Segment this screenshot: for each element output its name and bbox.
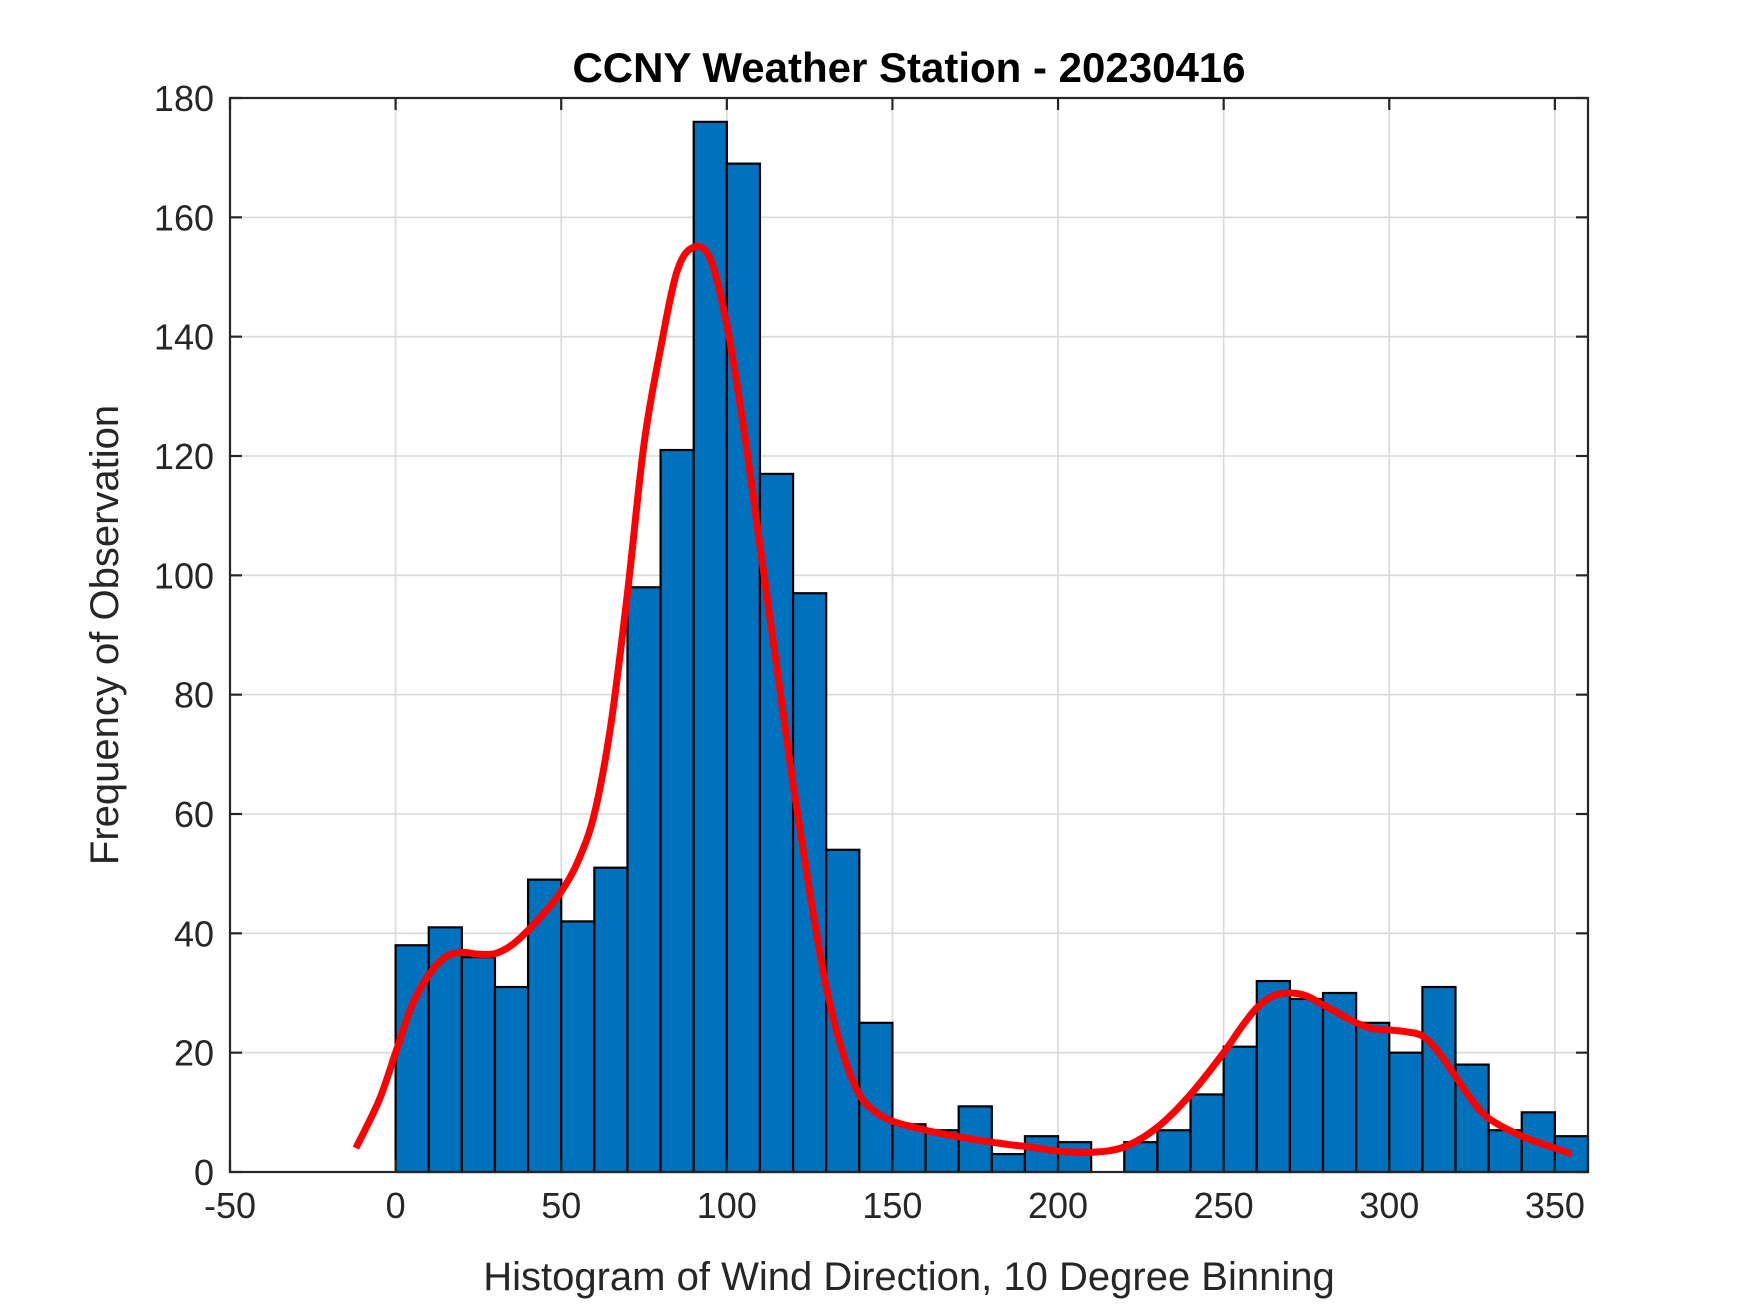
x-axis-label: Histogram of Wind Direction, 10 Degree B… (483, 1255, 1335, 1299)
histogram-bar (1156, 1129, 1192, 1174)
x-tick-label: 250 (1194, 1185, 1254, 1226)
y-tick-label: 60 (174, 794, 214, 835)
x-tick-label: 100 (697, 1185, 757, 1226)
histogram-bar (493, 985, 530, 1174)
histogram-bar (560, 920, 596, 1174)
axes: -50 0 50 100 150 200 250 300 3500204060801001201… (154, 78, 1590, 1226)
y-tick-label: 120 (154, 436, 214, 477)
histogram-bar (692, 120, 728, 1174)
histogram-bar (593, 866, 629, 1174)
y-tick-label: 0 (194, 1152, 214, 1193)
y-tick-label: 100 (154, 555, 214, 596)
density-curve-layer (352, 242, 1573, 1158)
x-tick-label: 50 (541, 1185, 581, 1226)
y-tick-label: 20 (174, 1033, 214, 1074)
histogram-bar (460, 956, 497, 1174)
histogram-bar (1288, 997, 1325, 1174)
histogram-bar (626, 586, 662, 1174)
y-axis-label: Frequency of Observation (83, 405, 127, 865)
x-tick-label: 300 (1359, 1185, 1419, 1226)
x-tick-label: 150 (862, 1185, 922, 1226)
x-tick-label: 350 (1525, 1185, 1585, 1226)
y-tick-label: 140 (154, 317, 214, 358)
chart-text: CCNY Weather Station - 20230416 Histogra… (83, 44, 1335, 1299)
plot-frame (228, 96, 1590, 1174)
histogram-bar (1056, 1141, 1093, 1174)
histogram-bar (1255, 979, 1292, 1174)
histogram-bar (1222, 1045, 1258, 1174)
histogram-bar (990, 1152, 1027, 1174)
x-tick-label: -50 (204, 1185, 256, 1226)
y-tick-label: 180 (154, 78, 214, 119)
y-tick-label: 80 (174, 675, 214, 716)
histogram-bar (659, 448, 695, 1174)
x-tick-label: 200 (1028, 1185, 1088, 1226)
histogram-bar (1355, 1021, 1391, 1174)
histogram-bar (1189, 1093, 1225, 1174)
histogram-bars (394, 120, 1590, 1174)
density-curve (352, 242, 1573, 1158)
histogram-bar (1388, 1051, 1424, 1174)
histogram-bar (725, 162, 762, 1174)
histogram-bar (1023, 1135, 1060, 1174)
histogram-bar (1421, 985, 1457, 1174)
grid-lines (230, 98, 1588, 1172)
y-tick-label: 40 (174, 913, 214, 954)
x-tick-label: 0 (386, 1185, 406, 1226)
y-tick-label: 160 (154, 197, 214, 238)
chart-title: CCNY Weather Station - 20230416 (572, 44, 1245, 91)
